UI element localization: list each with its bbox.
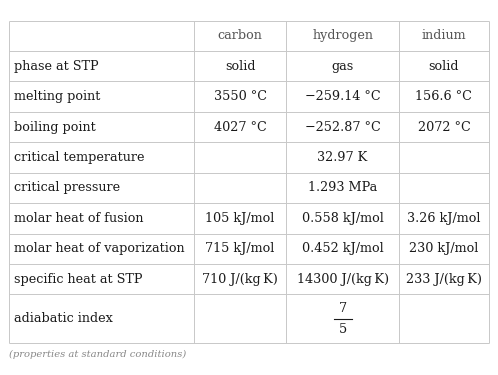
Text: molar heat of vaporization: molar heat of vaporization xyxy=(14,242,185,255)
Text: 0.452 kJ/mol: 0.452 kJ/mol xyxy=(302,242,383,255)
Text: −252.87 °C: −252.87 °C xyxy=(305,121,380,134)
Text: 3.26 kJ/mol: 3.26 kJ/mol xyxy=(407,212,481,225)
Text: solid: solid xyxy=(429,60,459,73)
Text: 3550 °C: 3550 °C xyxy=(214,90,266,103)
Text: 105 kJ/mol: 105 kJ/mol xyxy=(206,212,275,225)
Text: 715 kJ/mol: 715 kJ/mol xyxy=(206,242,275,255)
Text: critical temperature: critical temperature xyxy=(14,151,144,164)
Text: 156.6 °C: 156.6 °C xyxy=(415,90,472,103)
Text: boiling point: boiling point xyxy=(14,121,96,134)
Text: 14300 J/(kg K): 14300 J/(kg K) xyxy=(296,273,388,286)
Text: 0.558 kJ/mol: 0.558 kJ/mol xyxy=(302,212,383,225)
Text: carbon: carbon xyxy=(218,29,262,42)
Text: specific heat at STP: specific heat at STP xyxy=(14,273,142,286)
Text: −259.14 °C: −259.14 °C xyxy=(305,90,380,103)
Text: (properties at standard conditions): (properties at standard conditions) xyxy=(9,350,186,359)
Text: 32.97 K: 32.97 K xyxy=(318,151,368,164)
Text: critical pressure: critical pressure xyxy=(14,182,120,195)
Text: indium: indium xyxy=(422,29,466,42)
Text: melting point: melting point xyxy=(14,90,100,103)
Text: hydrogen: hydrogen xyxy=(312,29,373,42)
Text: 710 J/(kg K): 710 J/(kg K) xyxy=(202,273,278,286)
Text: 7: 7 xyxy=(339,302,347,315)
Text: 5: 5 xyxy=(339,323,347,336)
Text: 1.293 MPa: 1.293 MPa xyxy=(308,182,377,195)
Text: gas: gas xyxy=(332,60,354,73)
Text: phase at STP: phase at STP xyxy=(14,60,99,73)
Text: molar heat of fusion: molar heat of fusion xyxy=(14,212,143,225)
Text: solid: solid xyxy=(225,60,255,73)
Text: 2072 °C: 2072 °C xyxy=(417,121,470,134)
Text: 233 J/(kg K): 233 J/(kg K) xyxy=(406,273,482,286)
Text: adiabatic index: adiabatic index xyxy=(14,312,113,325)
Text: 4027 °C: 4027 °C xyxy=(214,121,266,134)
Text: 230 kJ/mol: 230 kJ/mol xyxy=(409,242,479,255)
